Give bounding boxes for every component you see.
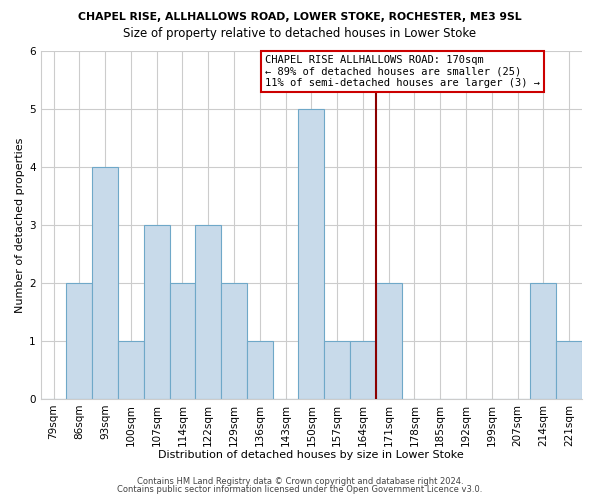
Text: CHAPEL RISE, ALLHALLOWS ROAD, LOWER STOKE, ROCHESTER, ME3 9SL: CHAPEL RISE, ALLHALLOWS ROAD, LOWER STOK… xyxy=(78,12,522,22)
Text: CHAPEL RISE ALLHALLOWS ROAD: 170sqm
← 89% of detached houses are smaller (25)
11: CHAPEL RISE ALLHALLOWS ROAD: 170sqm ← 89… xyxy=(265,55,541,88)
Bar xyxy=(196,225,221,399)
Bar xyxy=(67,283,92,399)
Text: Contains public sector information licensed under the Open Government Licence v3: Contains public sector information licen… xyxy=(118,485,482,494)
Bar xyxy=(92,168,118,399)
Bar xyxy=(530,283,556,399)
Bar xyxy=(298,110,324,399)
Bar xyxy=(144,225,170,399)
Text: Contains HM Land Registry data © Crown copyright and database right 2024.: Contains HM Land Registry data © Crown c… xyxy=(137,477,463,486)
Text: Size of property relative to detached houses in Lower Stoke: Size of property relative to detached ho… xyxy=(124,28,476,40)
Bar xyxy=(350,341,376,399)
Bar xyxy=(221,283,247,399)
Bar xyxy=(324,341,350,399)
Bar xyxy=(118,341,144,399)
Bar xyxy=(556,341,582,399)
Bar xyxy=(376,283,401,399)
Y-axis label: Number of detached properties: Number of detached properties xyxy=(15,138,25,313)
X-axis label: Distribution of detached houses by size in Lower Stoke: Distribution of detached houses by size … xyxy=(158,450,464,460)
Bar xyxy=(170,283,196,399)
Bar xyxy=(247,341,272,399)
